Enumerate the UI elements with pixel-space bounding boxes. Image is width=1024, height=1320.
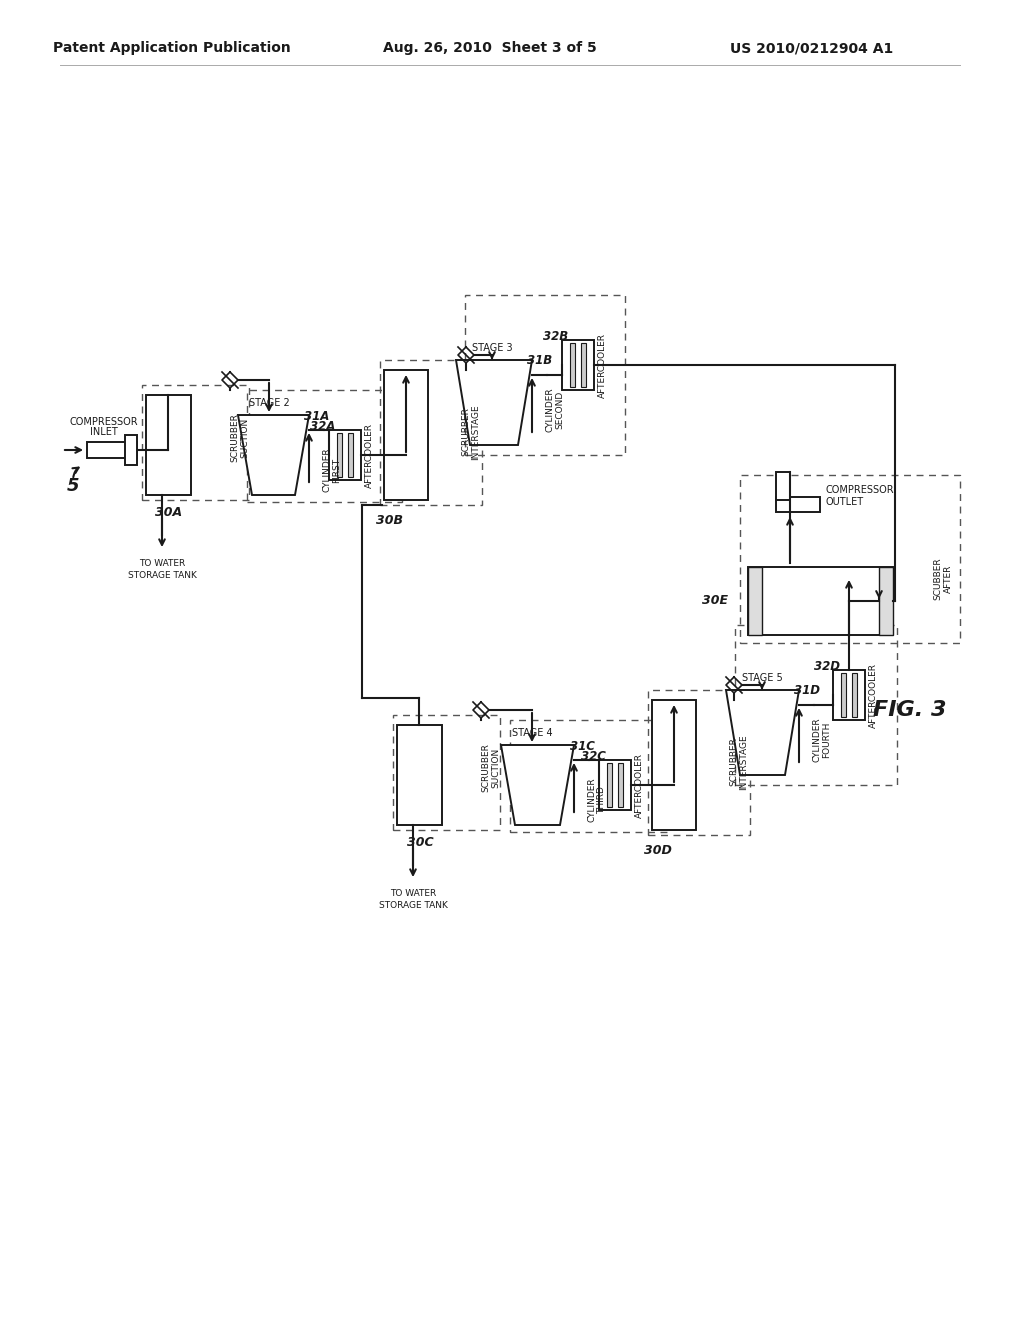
Text: CYLINDER: CYLINDER	[812, 718, 821, 763]
Bar	[776, 473, 790, 500]
Text: 5: 5	[67, 477, 79, 495]
Text: TO WATER: TO WATER	[390, 888, 436, 898]
Text: 31B: 31B	[527, 355, 553, 367]
Bar	[735, 624, 897, 785]
Text: AFTERCOOLER: AFTERCOOLER	[597, 333, 606, 397]
Bar	[337, 433, 342, 477]
Text: CYLINDER: CYLINDER	[323, 447, 332, 492]
Polygon shape	[726, 690, 799, 775]
Text: SECOND: SECOND	[555, 391, 564, 429]
Text: SUCTION: SUCTION	[492, 748, 501, 788]
Text: FIRST: FIRST	[333, 458, 341, 483]
Text: FIG. 3: FIG. 3	[873, 700, 947, 719]
Bar	[329, 430, 361, 480]
Bar	[599, 760, 631, 810]
Text: SCRUBBER: SCRUBBER	[481, 743, 490, 792]
Text: 30E: 30E	[702, 594, 728, 607]
Text: 32A: 32A	[310, 421, 336, 433]
Bar	[748, 568, 762, 635]
Bar	[581, 343, 586, 387]
Text: COMPRESSOR: COMPRESSOR	[826, 484, 895, 495]
Text: 30B: 30B	[376, 513, 403, 527]
Text: SCRUBBER: SCRUBBER	[729, 738, 738, 787]
Polygon shape	[501, 744, 574, 825]
Bar	[833, 671, 865, 719]
Bar	[510, 719, 668, 832]
Text: 31A: 31A	[304, 409, 330, 422]
Bar	[397, 725, 442, 825]
Text: 32B: 32B	[544, 330, 568, 343]
Text: 30D: 30D	[644, 843, 672, 857]
Text: STORAGE TANK: STORAGE TANK	[128, 572, 197, 581]
Text: 30C: 30C	[407, 837, 433, 850]
Polygon shape	[456, 360, 532, 445]
Text: STAGE 2: STAGE 2	[249, 399, 290, 408]
Text: INLET: INLET	[90, 426, 118, 437]
Bar	[465, 294, 625, 455]
Bar	[607, 763, 612, 807]
Text: OUTLET: OUTLET	[826, 498, 864, 507]
Text: STAGE 5: STAGE 5	[741, 673, 782, 682]
Text: THIRD: THIRD	[597, 787, 606, 814]
Bar	[852, 673, 857, 717]
Bar	[146, 395, 191, 495]
Bar	[348, 433, 353, 477]
Bar	[570, 343, 575, 387]
Text: SCRUBBER: SCRUBBER	[230, 413, 240, 462]
Bar	[562, 341, 594, 389]
Bar	[247, 389, 402, 502]
Polygon shape	[238, 414, 309, 495]
Text: CYLINDER: CYLINDER	[546, 388, 555, 433]
Bar	[380, 360, 482, 506]
Bar	[648, 690, 750, 836]
Text: TO WATER: TO WATER	[139, 558, 185, 568]
Bar	[393, 715, 500, 830]
Bar	[142, 385, 249, 500]
Bar	[618, 763, 623, 807]
Bar	[125, 436, 137, 465]
Text: 31C: 31C	[569, 739, 595, 752]
Text: CYLINDER: CYLINDER	[588, 777, 597, 822]
Text: SCRUBBER: SCRUBBER	[462, 408, 470, 457]
Text: AFTERCOOLER: AFTERCOOLER	[365, 422, 374, 487]
Text: STAGE 3: STAGE 3	[472, 343, 512, 352]
Bar	[748, 568, 893, 635]
Bar	[740, 475, 961, 643]
Text: INTERSTAGE: INTERSTAGE	[471, 404, 480, 459]
Text: 31D: 31D	[794, 685, 820, 697]
Text: INTERSTAGE: INTERSTAGE	[739, 734, 749, 789]
Text: 32C: 32C	[581, 751, 605, 763]
Text: STORAGE TANK: STORAGE TANK	[379, 902, 447, 911]
Text: Aug. 26, 2010  Sheet 3 of 5: Aug. 26, 2010 Sheet 3 of 5	[383, 41, 597, 55]
Bar	[879, 568, 893, 635]
Text: FOURTH: FOURTH	[822, 722, 831, 758]
Bar	[652, 700, 696, 830]
Bar	[87, 442, 137, 458]
Text: AFTERCOOLER: AFTERCOOLER	[868, 663, 878, 727]
Text: AFTER: AFTER	[943, 565, 952, 593]
Bar	[384, 370, 428, 500]
Bar	[776, 498, 820, 512]
Text: COMPRESSOR: COMPRESSOR	[70, 417, 138, 426]
Text: 30A: 30A	[156, 507, 182, 520]
Text: AFTERCOOLER: AFTERCOOLER	[635, 752, 643, 817]
Text: Patent Application Publication: Patent Application Publication	[53, 41, 291, 55]
Text: 32D: 32D	[814, 660, 840, 673]
Text: US 2010/0212904 A1: US 2010/0212904 A1	[730, 41, 894, 55]
Text: SUCTION: SUCTION	[241, 418, 250, 458]
Text: STAGE 4: STAGE 4	[512, 729, 552, 738]
Bar	[841, 673, 846, 717]
Text: SCUBBER: SCUBBER	[934, 557, 942, 601]
